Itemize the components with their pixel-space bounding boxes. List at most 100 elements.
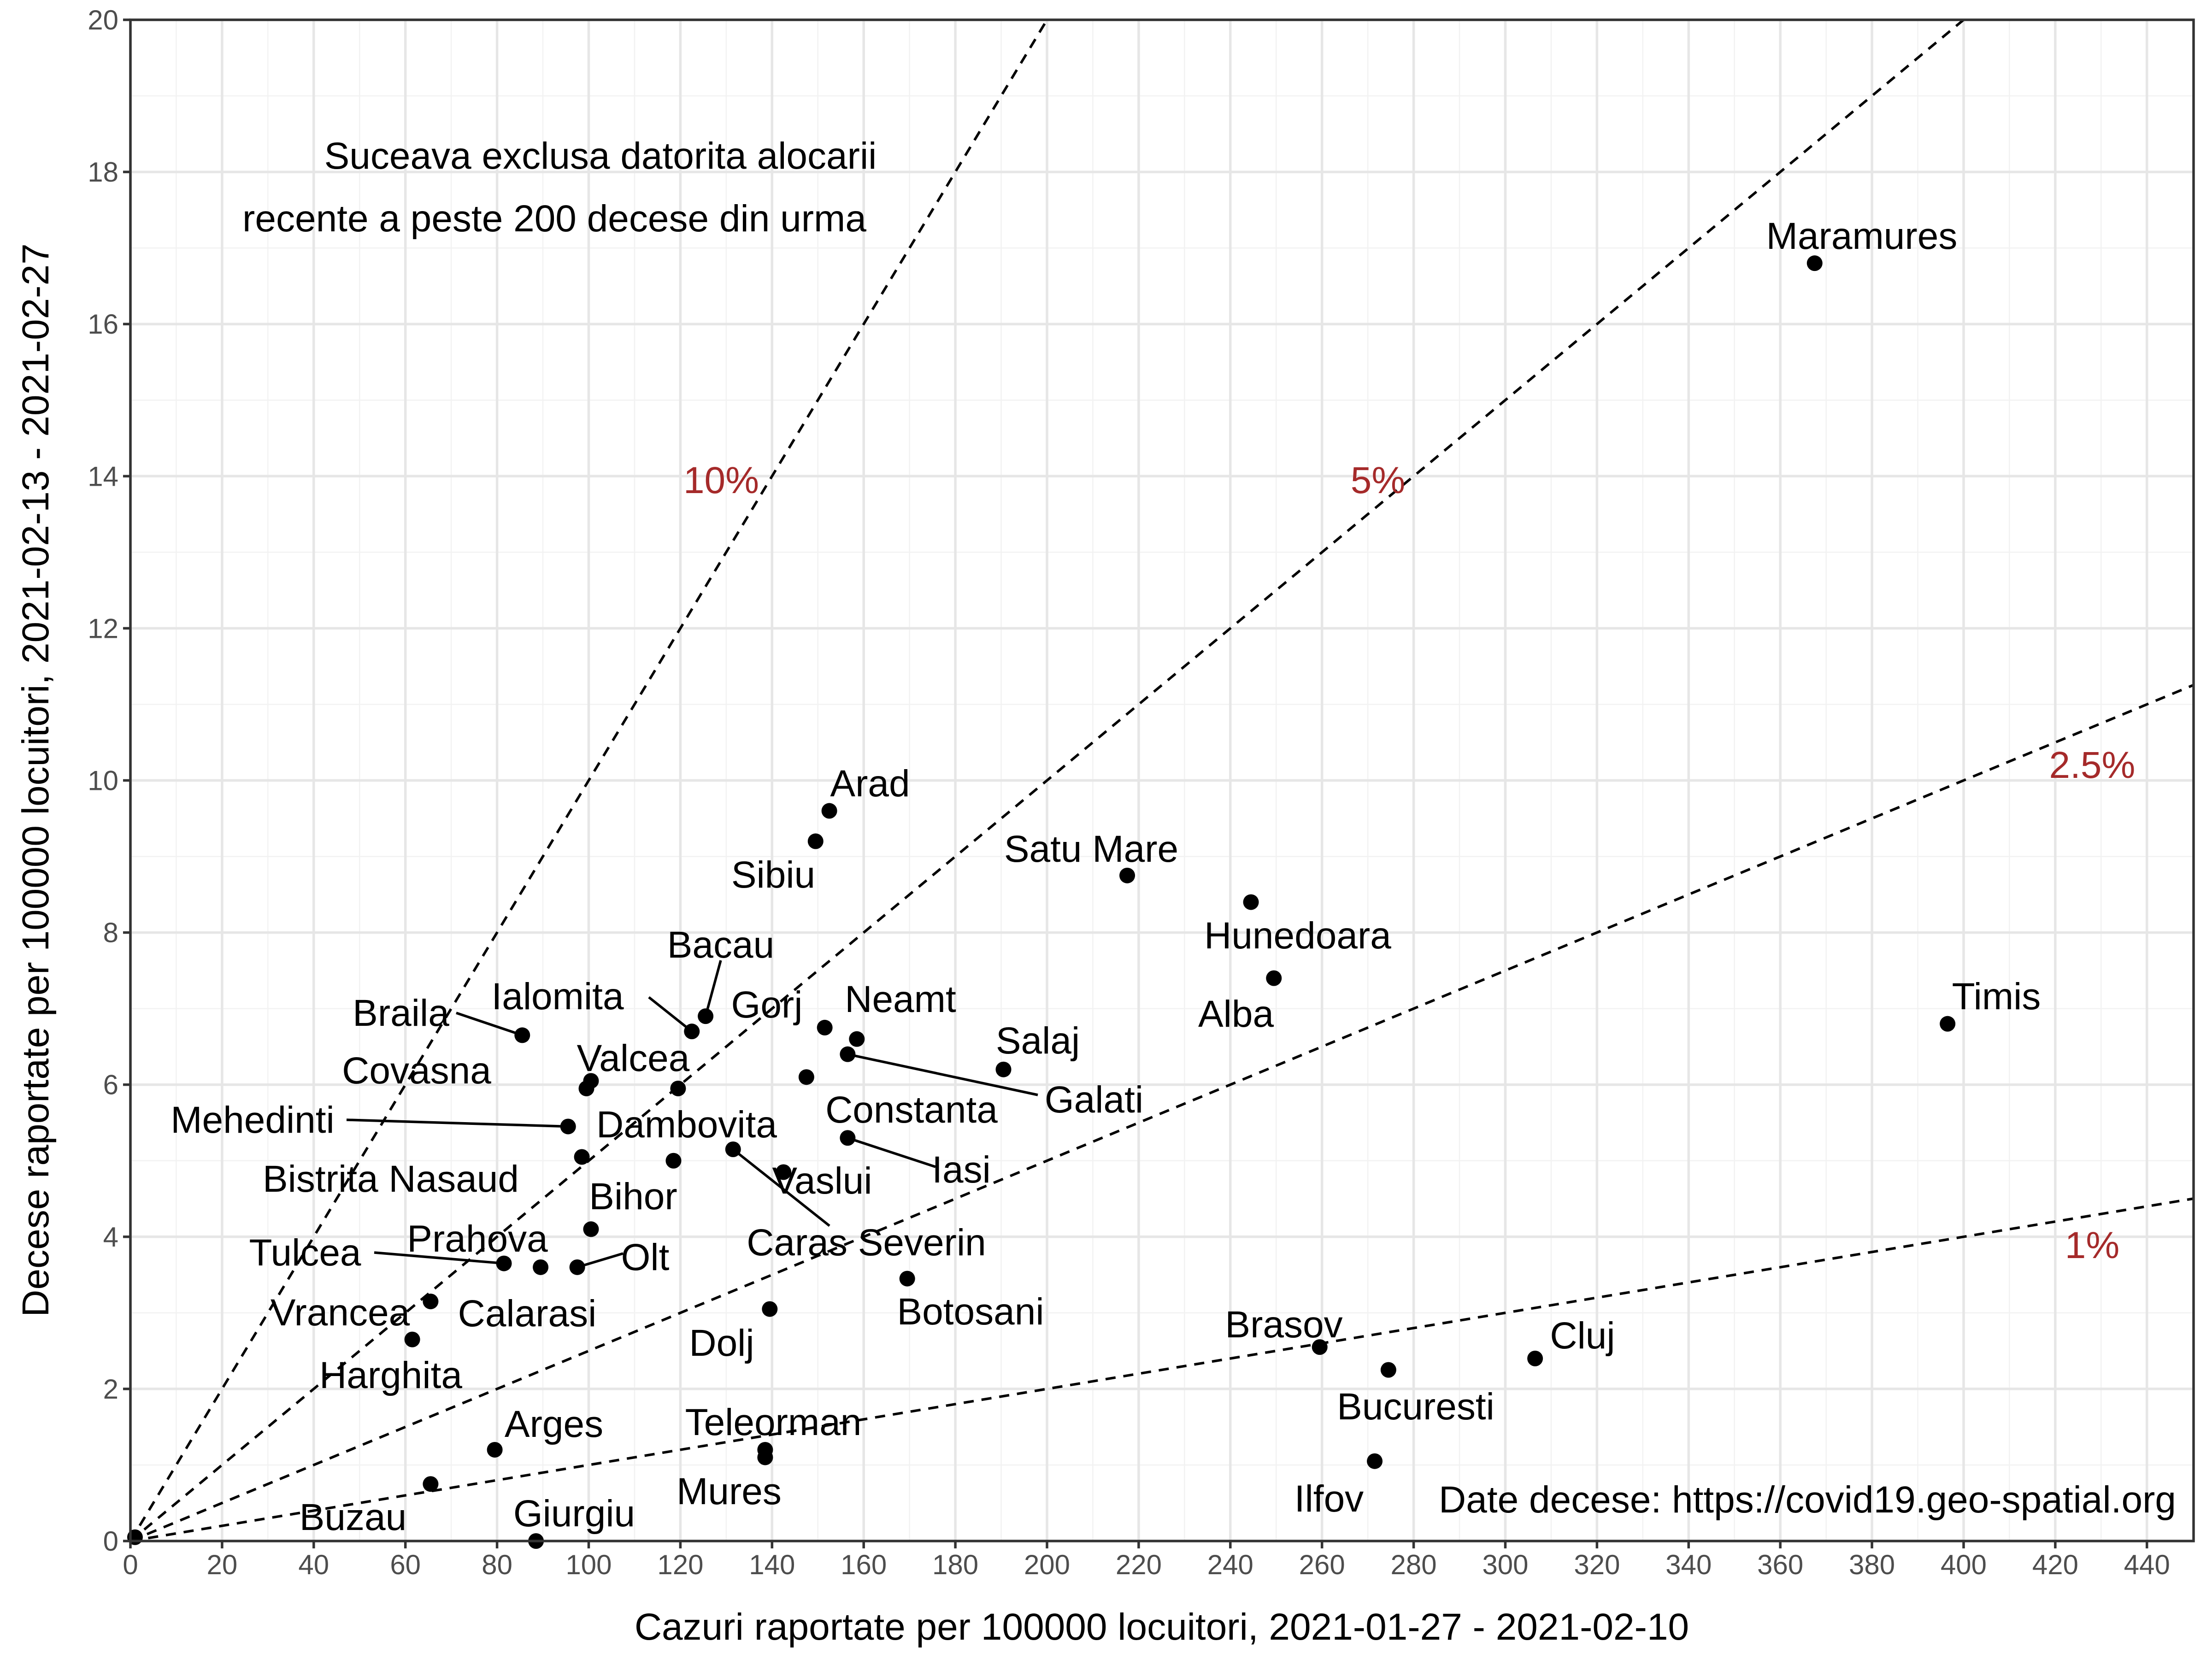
point-alba xyxy=(1266,970,1282,986)
y-tick-label: 6 xyxy=(103,1070,118,1100)
leader-lines xyxy=(346,960,1038,1269)
x-tick-label: 260 xyxy=(1299,1549,1345,1580)
y-tick-label: 12 xyxy=(88,613,118,644)
annotation-note-line2: recente a peste 200 decese din urma xyxy=(242,198,866,240)
x-tick-label: 240 xyxy=(1207,1549,1253,1580)
point-cluj xyxy=(1527,1350,1543,1366)
point-prahova xyxy=(583,1221,599,1237)
point-label-brasov: Brasov xyxy=(1225,1304,1342,1346)
y-tick-label: 8 xyxy=(103,918,118,948)
point-label-prahova: Prahova xyxy=(407,1218,548,1260)
point-label-sibiu: Sibiu xyxy=(731,854,815,896)
point-bistrita-nasaud xyxy=(574,1149,590,1165)
point-vrancea xyxy=(423,1294,439,1310)
reference-line xyxy=(129,684,2194,1542)
point-label-mures: Mures xyxy=(677,1471,782,1512)
leader-bacau xyxy=(704,960,722,1017)
x-tick-label: 100 xyxy=(565,1549,612,1580)
x-tick-label: 380 xyxy=(1849,1549,1895,1580)
point-label-galati: Galati xyxy=(1045,1079,1143,1121)
point-galati xyxy=(840,1046,856,1062)
leader-tulcea xyxy=(374,1251,504,1265)
point-label-ialomita: Ialomita xyxy=(491,976,624,1018)
point-label-olt: Olt xyxy=(621,1236,670,1278)
point-label-dolj: Dolj xyxy=(689,1322,754,1364)
point-iasi xyxy=(840,1130,856,1146)
x-tick-label: 40 xyxy=(298,1549,329,1580)
data-points xyxy=(127,255,1956,1549)
point-label-bihor: Bihor xyxy=(589,1176,677,1218)
point-label-bistrita-nasaud: Bistrita Nasaud xyxy=(263,1158,519,1200)
point-label-hunedoara: Hunedoara xyxy=(1204,915,1391,957)
x-tick-label: 340 xyxy=(1665,1549,1712,1580)
point-salaj xyxy=(995,1061,1012,1077)
point-buzau xyxy=(423,1476,439,1492)
point-calarasi xyxy=(533,1259,549,1275)
point-label-alba: Alba xyxy=(1198,993,1274,1035)
y-tick-label: 2 xyxy=(103,1374,118,1405)
point-label-maramures: Maramures xyxy=(1766,215,1958,257)
point-mehedinti xyxy=(560,1118,576,1135)
point-maramures xyxy=(1806,255,1823,271)
x-tick-label: 440 xyxy=(2124,1549,2170,1580)
x-tick-label: 300 xyxy=(1482,1549,1528,1580)
y-tick-label: 14 xyxy=(88,461,118,492)
x-tick-label: 420 xyxy=(2032,1549,2078,1580)
point-gorj xyxy=(817,1019,833,1035)
y-tick-label: 16 xyxy=(88,309,118,340)
x-tick-label: 20 xyxy=(207,1549,238,1580)
point-timis xyxy=(1940,1016,1956,1032)
point-label-timis: Timis xyxy=(1952,976,2041,1018)
point-mures xyxy=(757,1449,773,1465)
y-tick-label: 0 xyxy=(103,1526,118,1557)
point-label-ilfov: Ilfov xyxy=(1294,1478,1364,1520)
point-label-tulcea: Tulcea xyxy=(249,1232,361,1274)
point-vaslui xyxy=(776,1164,792,1180)
x-axis-ticks: 0 20 40 60 80 100 120 140 160 180 200 220 240 260 280 3… xyxy=(123,1541,2170,1580)
point-label-buzau: Buzau xyxy=(300,1496,407,1538)
point-ialomita xyxy=(684,1024,700,1040)
leader-mehedinti xyxy=(346,1118,568,1128)
point-arges xyxy=(487,1441,503,1458)
point-label-mehedinti: Mehedinti xyxy=(171,1099,335,1141)
grid xyxy=(129,18,2194,1542)
reference-line xyxy=(129,19,1048,1542)
point-label-dambovita: Dambovita xyxy=(596,1104,777,1146)
point-dolj xyxy=(762,1301,778,1317)
annotation-note-line1: Suceava exclusa datorita alocarii xyxy=(324,135,877,177)
y-tick-label: 4 xyxy=(103,1222,118,1253)
point-caras-severin xyxy=(725,1141,741,1157)
point-label-salaj: Salaj xyxy=(996,1020,1080,1062)
leader-iasi xyxy=(847,1136,936,1168)
point-label-covasna: Covasna xyxy=(342,1050,491,1092)
x-axis-title: Cazuri raportate per 100000 locuitori, 2… xyxy=(635,1606,1689,1648)
x-tick-label: 400 xyxy=(1941,1549,1987,1580)
point-dambovita xyxy=(670,1080,686,1096)
x-tick-label: 320 xyxy=(1574,1549,1620,1580)
point-labels: Maramures Timis Arad Sibiu Satu Mare Hunedoar… xyxy=(171,215,2041,1538)
x-tick-label: 200 xyxy=(1024,1549,1070,1580)
point-label-constanta: Constanta xyxy=(825,1089,998,1131)
point-label-calarasi: Calarasi xyxy=(458,1293,597,1335)
point-label-satu-mare: Satu Mare xyxy=(1004,828,1178,870)
point-brasov xyxy=(1312,1339,1328,1355)
reference-line-labels: 10% 5% 2.5% 1% xyxy=(683,459,2136,1266)
point-satu-mare xyxy=(1119,867,1135,883)
point-label-bacau: Bacau xyxy=(667,924,775,966)
x-tick-label: 140 xyxy=(749,1549,795,1580)
point-label-giurgiu: Giurgiu xyxy=(513,1493,635,1535)
point-olt xyxy=(569,1259,585,1275)
x-tick-label: 60 xyxy=(390,1549,421,1580)
reference-line xyxy=(130,1197,2193,1542)
point-label-vaslui: Vaslui xyxy=(772,1160,872,1202)
leader-ialomita xyxy=(648,996,693,1033)
leader-olt xyxy=(577,1252,624,1269)
point-label-neamt: Neamt xyxy=(845,978,956,1020)
point-botosani xyxy=(899,1271,915,1287)
y-tick-label: 20 xyxy=(88,5,118,35)
point-label-cluj: Cluj xyxy=(1550,1315,1615,1357)
point-bucuresti xyxy=(1380,1362,1396,1378)
point-arad xyxy=(821,803,837,819)
leader-caras-severin xyxy=(732,1148,830,1227)
